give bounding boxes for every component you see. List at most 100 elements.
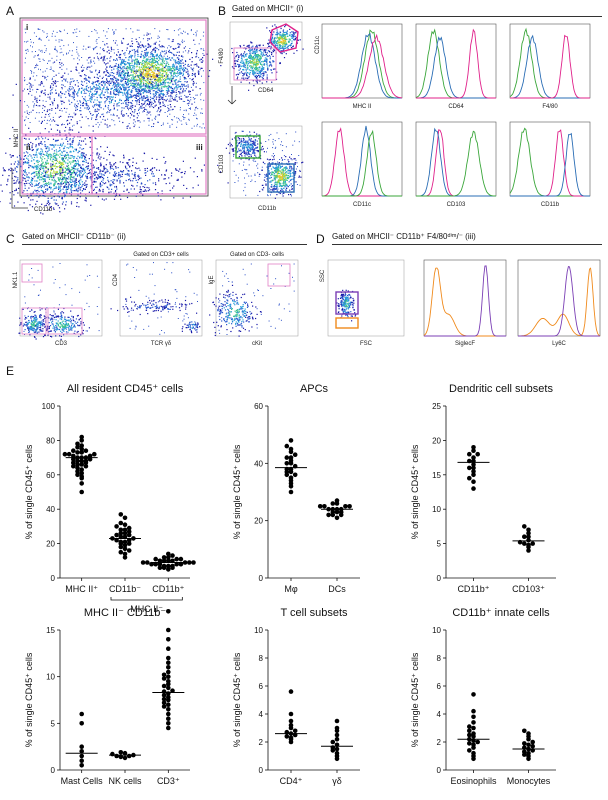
data-point [114, 524, 119, 529]
panel-b-dot2-cloud-cd11b [258, 156, 304, 199]
panel-c-plot-3-ylabel: IgE [209, 275, 215, 284]
data-point [530, 743, 535, 749]
data-point [79, 758, 84, 763]
panel-a-dotplot: i ii iii MHC II CD11b [0, 17, 229, 215]
panel-c-plot-2-xlabel: TCR γδ [151, 341, 172, 347]
hist-cd11b-xlabel: CD11b [541, 202, 560, 208]
data-point [526, 750, 531, 756]
data-point [157, 565, 163, 570]
panel-c-plots: NK1.1 CD3 Gated on CD3+ cells CD4 TCR γδ Gate… [6, 246, 311, 356]
data-point [467, 748, 472, 753]
chart-6-ytick-label: 10 [432, 626, 441, 635]
data-point [166, 558, 171, 564]
data-point [83, 458, 89, 464]
panel-a-cloud-low-right [12, 147, 229, 207]
data-point [157, 558, 163, 564]
data-point [526, 542, 531, 548]
panel-b-dot1-ylabel: F4/80 [219, 48, 225, 64]
data-point [471, 462, 476, 467]
hist-cd103: CD103 [415, 121, 497, 208]
data-point [149, 561, 154, 567]
panel-b-dot1-cloud [231, 41, 281, 91]
chart-6-ytick-label: 6 [437, 682, 442, 691]
data-point [330, 739, 336, 745]
data-point [471, 720, 476, 725]
chart-2-ytick-label: 40 [254, 459, 263, 468]
data-point [288, 446, 294, 452]
chart-2-category-label: Mφ [284, 584, 297, 594]
panel-b-dot1-xlabel: CD64 [258, 88, 274, 94]
data-point [126, 537, 132, 543]
chart-1-ylabel: % of single CD45⁺ cells [24, 444, 34, 539]
data-point [126, 532, 132, 538]
panel-b-dot1-cloud-high [266, 24, 304, 59]
chart-6-ylabel: % of single CD45⁺ cells [410, 652, 420, 747]
data-point [122, 527, 128, 533]
chart-2-ytick-label: 20 [254, 517, 263, 526]
panel-d-hist-siglecf-xlabel: SiglecF [455, 341, 475, 347]
panel-b-rule [232, 16, 602, 17]
data-point [526, 534, 531, 539]
data-point [467, 728, 472, 734]
data-point [122, 755, 128, 761]
data-point [166, 637, 171, 642]
data-point [174, 556, 179, 562]
data-point [118, 549, 124, 555]
data-point [122, 546, 128, 552]
data-point [166, 721, 171, 726]
data-point [288, 735, 294, 741]
data-point [161, 693, 167, 698]
chart-3-category-label: CD103⁺ [512, 584, 545, 594]
panel-c-plot-2-ylabel: CD4 [113, 273, 119, 286]
data-point [526, 548, 531, 553]
data-point [166, 567, 171, 572]
data-point [471, 742, 476, 748]
panel-letter-c: C [6, 232, 15, 246]
data-point [79, 446, 84, 452]
data-point [161, 689, 167, 694]
chart-1-group-label: MHC II⁻ [130, 604, 163, 614]
chart-4-category-label: NK cells [108, 776, 142, 786]
panel-d-dot-xlabel: FSC [360, 341, 373, 347]
chart-1-title: All resident CD45⁺ cells [67, 383, 184, 395]
panel-d-rule [332, 244, 602, 245]
panel-c-cloud-2b [181, 321, 201, 334]
data-point [161, 700, 167, 706]
hist-cd64: CD64 [415, 23, 497, 110]
data-point [292, 452, 298, 457]
data-point [118, 531, 124, 536]
data-point [475, 451, 481, 457]
chart-5-category-label: CD4⁺ [280, 776, 303, 786]
data-point [83, 448, 89, 453]
data-point [122, 515, 128, 521]
data-point [118, 544, 124, 550]
data-point [79, 489, 84, 495]
chart-2: APCs 0 20 40 60 % of single CD45⁺ cells Mφ DCs [232, 383, 360, 594]
panel-e-charts: All resident CD45⁺ cells 0 20 40 60 80 100% of… [0, 372, 608, 800]
chart-1-category-label: CD11b⁺ [152, 584, 184, 594]
hist-cd64-xlabel: CD64 [448, 104, 464, 110]
chart-5-ytick-label: 10 [254, 626, 263, 635]
data-point [75, 458, 80, 464]
data-point [122, 555, 128, 560]
panel-c-gate-nk [21, 263, 43, 283]
data-point [79, 458, 84, 464]
data-point [118, 754, 124, 760]
data-point [178, 561, 184, 567]
panel-c-plot-2-title: Gated on CD3+ cells [133, 252, 189, 258]
data-point [471, 479, 476, 484]
chart-4-ytick-label: 10 [46, 673, 55, 682]
data-point [71, 463, 76, 469]
data-point [288, 711, 294, 717]
chart-2-category-label: DCs [328, 584, 346, 594]
data-point [157, 561, 163, 567]
data-point [522, 534, 527, 539]
data-point [288, 689, 294, 694]
chart-5-category-label: γδ [332, 776, 342, 786]
data-point [79, 481, 84, 486]
data-point [79, 462, 84, 467]
panel-letter-b: B [218, 4, 227, 18]
data-point [110, 751, 115, 757]
data-point [347, 504, 352, 509]
data-point [343, 504, 348, 509]
